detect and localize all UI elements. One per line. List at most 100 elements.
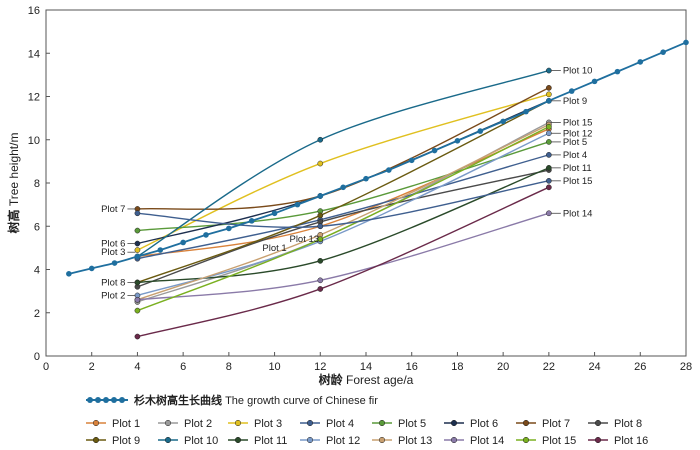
legend-entry-plot-1: Plot 1 — [86, 418, 140, 430]
legend-swatch-point — [234, 419, 242, 427]
growth-curve-point — [454, 138, 461, 144]
growth-curve-point — [271, 210, 278, 217]
growth-curve-point — [248, 218, 255, 224]
growth-curve-point — [134, 253, 141, 260]
y-tick-label: 12 — [28, 92, 40, 104]
legend-swatch-point — [378, 436, 386, 444]
growth-curve-point — [111, 260, 118, 266]
annotation-label: Plot 11 — [563, 163, 592, 174]
legend-swatch-point — [306, 436, 314, 444]
growth-curve-point — [386, 167, 392, 173]
series-layer — [66, 39, 689, 340]
legend-swatch-point — [87, 397, 93, 403]
x-tick-label: 18 — [451, 361, 463, 373]
series-plot-16-point — [134, 333, 141, 340]
annotation-label: Plot 15 — [563, 176, 593, 187]
series-plot-7-point — [546, 85, 552, 91]
y-tick-label: 4 — [34, 265, 40, 277]
legend-swatch-point — [164, 419, 172, 427]
x-tick-label: 4 — [134, 361, 140, 373]
x-tick-label: 26 — [634, 361, 646, 373]
legend-entry-plot-2: Plot 2 — [158, 418, 212, 430]
series-plot-7 — [134, 85, 552, 212]
legend: 杉木树高生长曲线 The growth curve of Chinese fir… — [86, 393, 648, 447]
legend-label: Plot 11 — [254, 435, 287, 447]
growth-curve-point — [500, 118, 506, 125]
annotation-label: Plot 9 — [563, 96, 587, 107]
legend-label: Plot 10 — [184, 435, 218, 447]
series-plot-11-point — [546, 165, 552, 171]
legend-label: Plot 9 — [112, 435, 140, 447]
legend-entry-plot-4: Plot 4 — [300, 418, 354, 430]
series-plot-10-point — [317, 136, 324, 143]
legend-swatch-point — [522, 436, 530, 444]
series-plot-14 — [134, 210, 552, 303]
legend-entry-plot-16: Plot 16 — [588, 435, 648, 447]
axes: 0 2 4 6 8 10 12 14 16 18 20 22 24 26 280246810121416树龄… — [6, 5, 692, 387]
x-tick-label: 16 — [406, 361, 418, 373]
legend-swatch-point — [450, 436, 458, 444]
growth-curve-point — [157, 247, 164, 253]
x-tick-label: 0 — [43, 361, 49, 373]
legend-label: Plot 6 — [470, 418, 498, 430]
annotation-label: Plot 1 — [262, 243, 286, 254]
series-plot-12-point — [546, 130, 552, 137]
legend-entry-plot-13: Plot 13 — [372, 435, 432, 447]
legend-label: Plot 13 — [398, 435, 432, 447]
legend-label: Plot 5 — [398, 418, 426, 430]
growth-curve-point — [523, 108, 529, 115]
growth-curve-point — [568, 88, 575, 94]
series-plot-6-point — [134, 240, 141, 247]
series-plot-3-point — [546, 91, 552, 98]
series-plot-4-declining-point — [317, 223, 324, 230]
legend-label: Plot 14 — [470, 435, 504, 447]
legend-label: Plot 12 — [326, 435, 360, 447]
legend-swatch-point — [234, 436, 242, 444]
growth-curve-point — [203, 232, 209, 238]
legend-swatch-point — [103, 397, 109, 403]
legend-label: Plot 4 — [326, 418, 354, 430]
legend-swatch-point — [92, 419, 100, 427]
legend-label: Plot 7 — [542, 418, 570, 430]
annotation-label: Plot 12 — [563, 128, 593, 139]
y-tick-label: 0 — [34, 351, 40, 363]
legend-label: Plot 16 — [614, 435, 648, 447]
growth-curve-point — [546, 98, 552, 104]
growth-curve-point — [226, 225, 232, 232]
y-tick-label: 16 — [28, 5, 40, 17]
growth-curve-point — [88, 265, 95, 272]
legend-swatch-point — [594, 419, 602, 427]
growth-curve-point — [294, 201, 301, 208]
x-tick-label: 28 — [680, 361, 692, 373]
series-plot-2 — [134, 119, 552, 305]
x-tick-label: 24 — [588, 361, 600, 373]
y-tick-label: 14 — [28, 48, 40, 60]
y-tick-label: 2 — [34, 308, 40, 320]
series-plot-14-point — [546, 210, 552, 217]
legend-swatch-point — [594, 436, 602, 444]
annotation-label: Plot 13 — [289, 234, 319, 245]
growth-curve-point — [340, 184, 346, 191]
legend-swatch-point — [378, 419, 386, 427]
legend-entry-plot-9: Plot 9 — [86, 435, 140, 447]
series-plot-13-line — [137, 123, 550, 301]
y-tick-label: 10 — [28, 135, 40, 147]
x-tick-label: 10 — [268, 361, 280, 373]
legend-label-growth-curve: 杉木树高生长曲线 The growth curve of Chinese fir — [134, 393, 378, 407]
series-plot-3-point — [134, 247, 141, 253]
legend-swatch-point — [522, 419, 530, 427]
x-tick-label: 6 — [180, 361, 186, 373]
legend-swatch-point — [164, 436, 172, 444]
legend-label: Plot 8 — [614, 418, 642, 430]
series-plot-16-point — [317, 286, 324, 292]
growth-curve-point — [66, 271, 72, 277]
x-tick-label: 14 — [360, 361, 372, 373]
growth-curve-line — [68, 41, 687, 275]
series-plot-4-line — [137, 154, 550, 260]
series-plot-15-point — [134, 307, 141, 314]
growth-curve-point — [180, 239, 186, 246]
legend-entry-plot-11: Plot 11 — [228, 435, 287, 447]
legend-entry-plot-10: Plot 10 — [158, 435, 218, 447]
x-tick-label: 2 — [89, 361, 95, 373]
